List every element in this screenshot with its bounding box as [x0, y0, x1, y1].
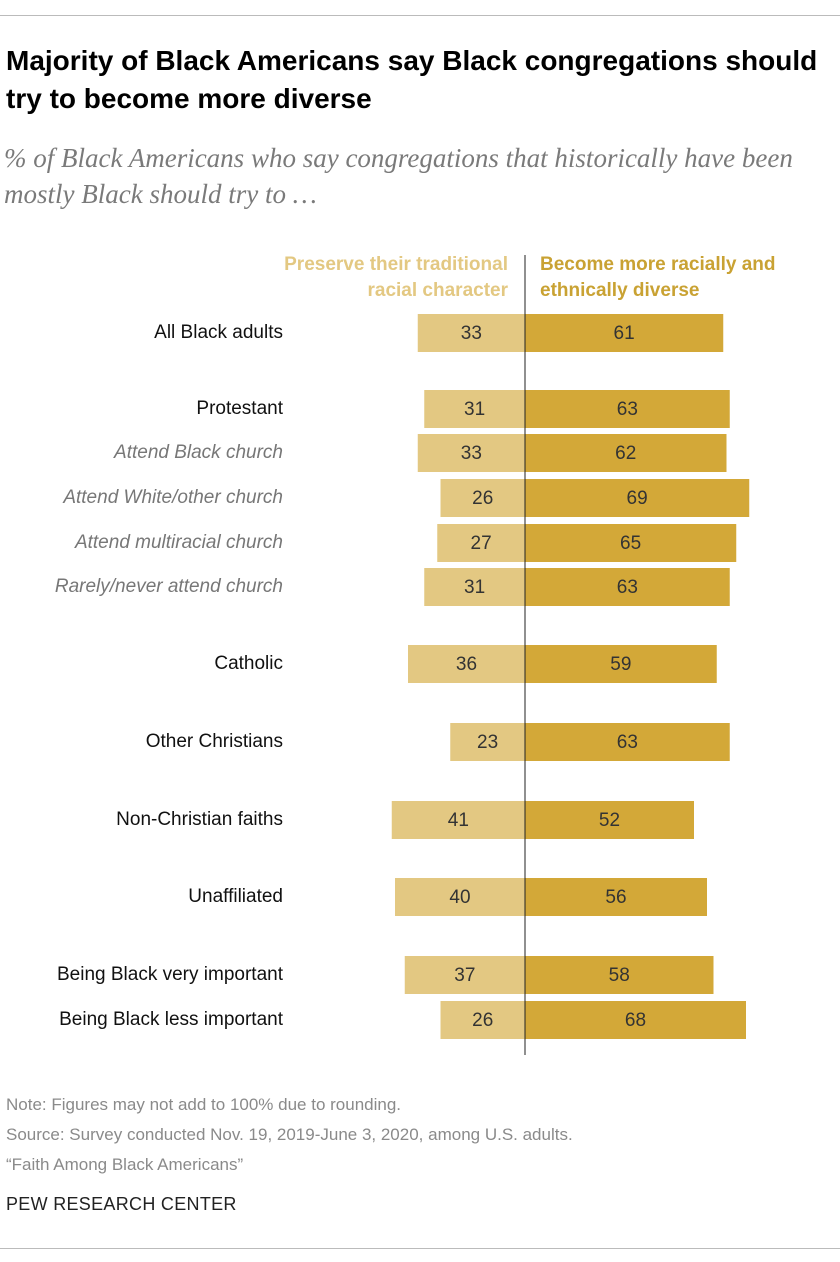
category-label: Attend multiracial church — [74, 532, 283, 553]
category-label: Unaffiliated — [188, 886, 283, 907]
value-label: 52 — [599, 810, 620, 831]
top-rule — [0, 15, 840, 16]
value-label: 37 — [454, 965, 475, 986]
value-label: 56 — [605, 887, 626, 908]
value-label: 62 — [615, 443, 636, 464]
bottom-rule — [0, 1248, 840, 1249]
value-label: 68 — [625, 1010, 646, 1031]
category-label: Being Black less important — [59, 1009, 284, 1030]
category-label: Rarely/never attend church — [55, 576, 283, 597]
bar — [450, 723, 525, 761]
bar — [525, 390, 730, 428]
bar — [525, 801, 694, 839]
value-label: 61 — [614, 323, 635, 344]
bar — [525, 434, 727, 472]
chart-subtitle: % of Black Americans who say congregatio… — [4, 143, 793, 209]
bar — [525, 878, 707, 916]
bar — [525, 723, 730, 761]
bar — [404, 956, 525, 994]
bar — [395, 878, 525, 916]
value-label: 63 — [617, 732, 638, 753]
value-label: 65 — [620, 533, 641, 554]
category-label: Attend White/other church — [62, 487, 283, 508]
source: Source: Survey conducted Nov. 19, 2019-J… — [6, 1125, 573, 1144]
note: Note: Figures may not add to 100% due to… — [6, 1095, 402, 1114]
bar — [437, 524, 525, 562]
category-label: Being Black very important — [57, 964, 284, 985]
bar — [408, 645, 525, 683]
bar — [525, 1001, 746, 1039]
bar — [525, 956, 714, 994]
bar — [440, 1001, 525, 1039]
chart: All Black adults 33 61 Protestant 31 63 Attend… — [55, 255, 750, 1055]
category-label: All Black adults — [154, 322, 283, 343]
value-label: 59 — [610, 654, 631, 675]
value-label: 31 — [464, 399, 485, 420]
chart-title: Majority of Black Americans say Black co… — [6, 45, 818, 114]
bar — [440, 479, 525, 517]
category-label: Attend Black church — [113, 442, 283, 463]
value-label: 31 — [464, 577, 485, 598]
value-label: 33 — [461, 443, 482, 464]
value-label: 58 — [609, 965, 630, 986]
bar — [525, 479, 750, 517]
legend-entry: Preserve their traditional racial charac… — [284, 254, 508, 301]
value-label: 36 — [456, 654, 477, 675]
bar — [424, 568, 525, 606]
bar — [391, 801, 525, 839]
value-label: 33 — [461, 323, 482, 344]
bar — [424, 390, 525, 428]
bar — [525, 568, 730, 606]
category-label: Non-Christian faiths — [116, 809, 283, 830]
value-label: 26 — [472, 488, 493, 509]
value-label: 40 — [449, 887, 470, 908]
value-label: 27 — [471, 533, 492, 554]
value-label: 41 — [448, 810, 469, 831]
bar — [525, 524, 737, 562]
value-label: 69 — [627, 488, 648, 509]
category-label: Other Christians — [146, 731, 283, 752]
legend-entry: Become more racially and ethnically dive… — [540, 254, 776, 301]
bar — [525, 645, 717, 683]
value-label: 63 — [617, 399, 638, 420]
value-label: 23 — [477, 732, 498, 753]
category-label: Catholic — [214, 653, 283, 674]
source: “Faith Among Black Americans” — [6, 1155, 244, 1174]
bar — [417, 434, 525, 472]
value-label: 63 — [617, 577, 638, 598]
value-label: 26 — [472, 1010, 493, 1031]
bar — [417, 314, 525, 352]
publisher: PEW RESEARCH CENTER — [6, 1194, 237, 1214]
category-label: Protestant — [196, 398, 283, 419]
bar — [525, 314, 724, 352]
